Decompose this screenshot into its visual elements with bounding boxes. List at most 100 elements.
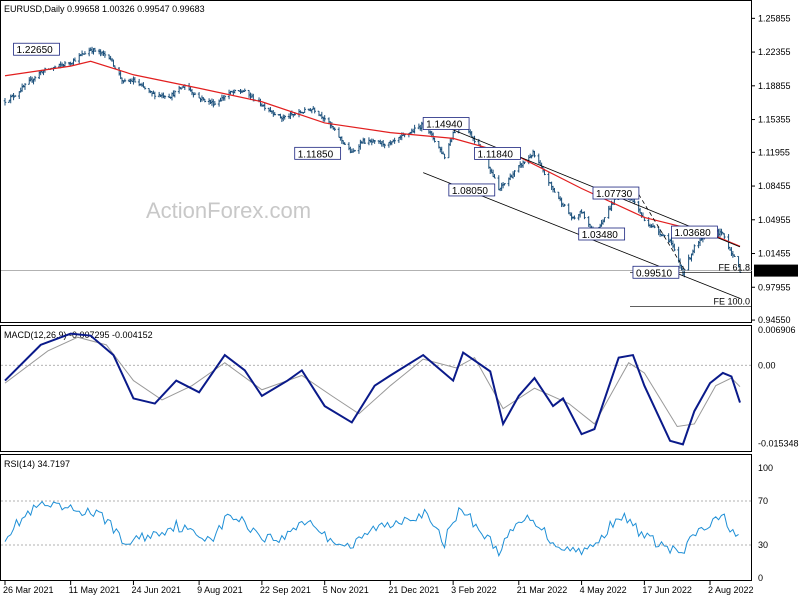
x-tick-9: 4 May 2022 <box>580 585 627 595</box>
rsi-tick-0: 100 <box>758 463 773 473</box>
price-bar-160 <box>323 115 326 122</box>
price-bar-60 <box>123 78 127 83</box>
price-bar-80 <box>163 95 167 99</box>
price-bar-275 <box>553 187 556 193</box>
price-bar-8 <box>20 83 24 92</box>
price-tick-5: 1.08455 <box>758 181 791 191</box>
price-bar-335 <box>673 243 676 252</box>
price-bar-215 <box>433 137 436 143</box>
price-tick-4: 1.11955 <box>758 147 790 157</box>
price-bar-140 <box>283 114 287 120</box>
price-bar-121 <box>247 89 251 98</box>
price-bar-205 <box>413 124 416 134</box>
macd-line <box>4 332 741 446</box>
x-tick-4: 22 Sep 2021 <box>260 585 311 595</box>
price-bar-357 <box>718 228 722 238</box>
price-bar-338 <box>680 264 683 271</box>
price-bar-40 <box>83 51 87 55</box>
price-bar-177 <box>359 139 362 150</box>
price-label-box-2 <box>422 117 470 130</box>
projection-dashed-line <box>638 194 685 270</box>
price-bar-265 <box>533 150 536 158</box>
price-bar-42 <box>89 47 92 51</box>
price-bar-104 <box>212 99 215 108</box>
macd-indicator: 0.006906 0.00 -0.015348 <box>1 325 799 449</box>
price-tick-1: 1.22355 <box>758 47 791 57</box>
price-label-box-1 <box>294 146 342 160</box>
price-label-6: 1.03480 <box>582 230 619 241</box>
price-bar-316 <box>637 200 640 213</box>
price-bar-35 <box>73 57 77 62</box>
price-bar-85 <box>173 90 177 98</box>
price-bar-327 <box>658 228 662 237</box>
price-bar-105 <box>213 101 217 106</box>
price-label-4: 1.08050 <box>452 186 489 197</box>
price-bar-189 <box>381 139 385 147</box>
price-bar-175 <box>353 149 356 152</box>
price-bar-141 <box>287 113 291 119</box>
price-bar-245 <box>493 174 496 179</box>
price-bar-64 <box>132 76 135 85</box>
price-label-box-5 <box>592 186 640 200</box>
x-tick-0: 26 Mar 2021 <box>3 585 54 595</box>
price-bar-280 <box>563 203 566 207</box>
rsi-panel-frame <box>0 454 752 581</box>
price-bar-98 <box>200 95 204 102</box>
price-bar-73 <box>150 91 154 97</box>
macd-signal-line <box>4 336 741 428</box>
price-bar-204 <box>411 128 415 133</box>
price-bar-262 <box>528 153 532 159</box>
x-tick-2: 24 Jun 2021 <box>131 585 181 595</box>
price-bar-326 <box>657 226 660 236</box>
price-bar-120 <box>243 88 247 92</box>
price-bar-179 <box>361 137 365 144</box>
price-bar-233 <box>470 131 473 138</box>
price-label-7: 1.03680 <box>675 228 712 239</box>
macd-tick-0: 0.006906 <box>758 325 796 335</box>
price-bar-254 <box>511 171 515 179</box>
price-bar-221 <box>447 143 451 159</box>
price-tick-0: 1.25855 <box>758 13 791 23</box>
price-bar-260 <box>523 161 526 165</box>
price-bar-340 <box>683 268 686 278</box>
price-bar-79 <box>162 92 165 99</box>
price-bar-325 <box>653 225 656 229</box>
watermark: ActionForex.com <box>146 198 311 223</box>
price-bar-301 <box>607 205 610 219</box>
price-bar-290 <box>583 211 586 220</box>
price-bar-75 <box>153 91 157 100</box>
last-price-label: 0.99683 <box>757 267 790 277</box>
price-bar-176 <box>357 144 361 154</box>
price-bar-6 <box>17 91 21 99</box>
price-bar-155 <box>313 107 316 114</box>
price-bar-291 <box>587 216 591 227</box>
price-tick-2: 1.18855 <box>758 81 791 91</box>
price-bar-344 <box>691 249 695 256</box>
price-bar-259 <box>521 160 525 168</box>
price-bar-225 <box>453 129 456 134</box>
price-label-8: 0.99510 <box>636 268 673 279</box>
price-bar-271 <box>547 172 551 186</box>
price-bar-93 <box>190 88 194 96</box>
price-bar-300 <box>603 217 606 223</box>
price-label-box-0 <box>13 42 60 56</box>
price-bar-10 <box>23 83 27 90</box>
price-header: EURUSD,Daily 0.99658 1.00326 0.99547 0.9… <box>4 4 205 14</box>
x-tick-5: 5 Nov 2021 <box>323 585 369 595</box>
price-bar-252 <box>508 173 512 181</box>
price-label-box-3 <box>474 147 521 160</box>
price-bar-146 <box>297 108 301 118</box>
price-bar-150 <box>303 107 307 113</box>
price-bar-96 <box>197 92 201 99</box>
price-bar-250 <box>503 183 506 186</box>
price-bar-365 <box>732 254 736 257</box>
price-bar-278 <box>560 197 563 208</box>
price-bar-246 <box>497 175 501 191</box>
price-bar-324 <box>651 223 655 228</box>
rsi-indicator: 100 70 30 0 <box>1 463 773 583</box>
price-label-2: 1.14940 <box>426 120 463 131</box>
price-y-axis: 1.25855 1.22355 1.18855 1.15355 1.11955 1.084… <box>752 13 798 325</box>
channel-line-upper <box>423 117 741 248</box>
price-bar-264 <box>531 149 535 157</box>
